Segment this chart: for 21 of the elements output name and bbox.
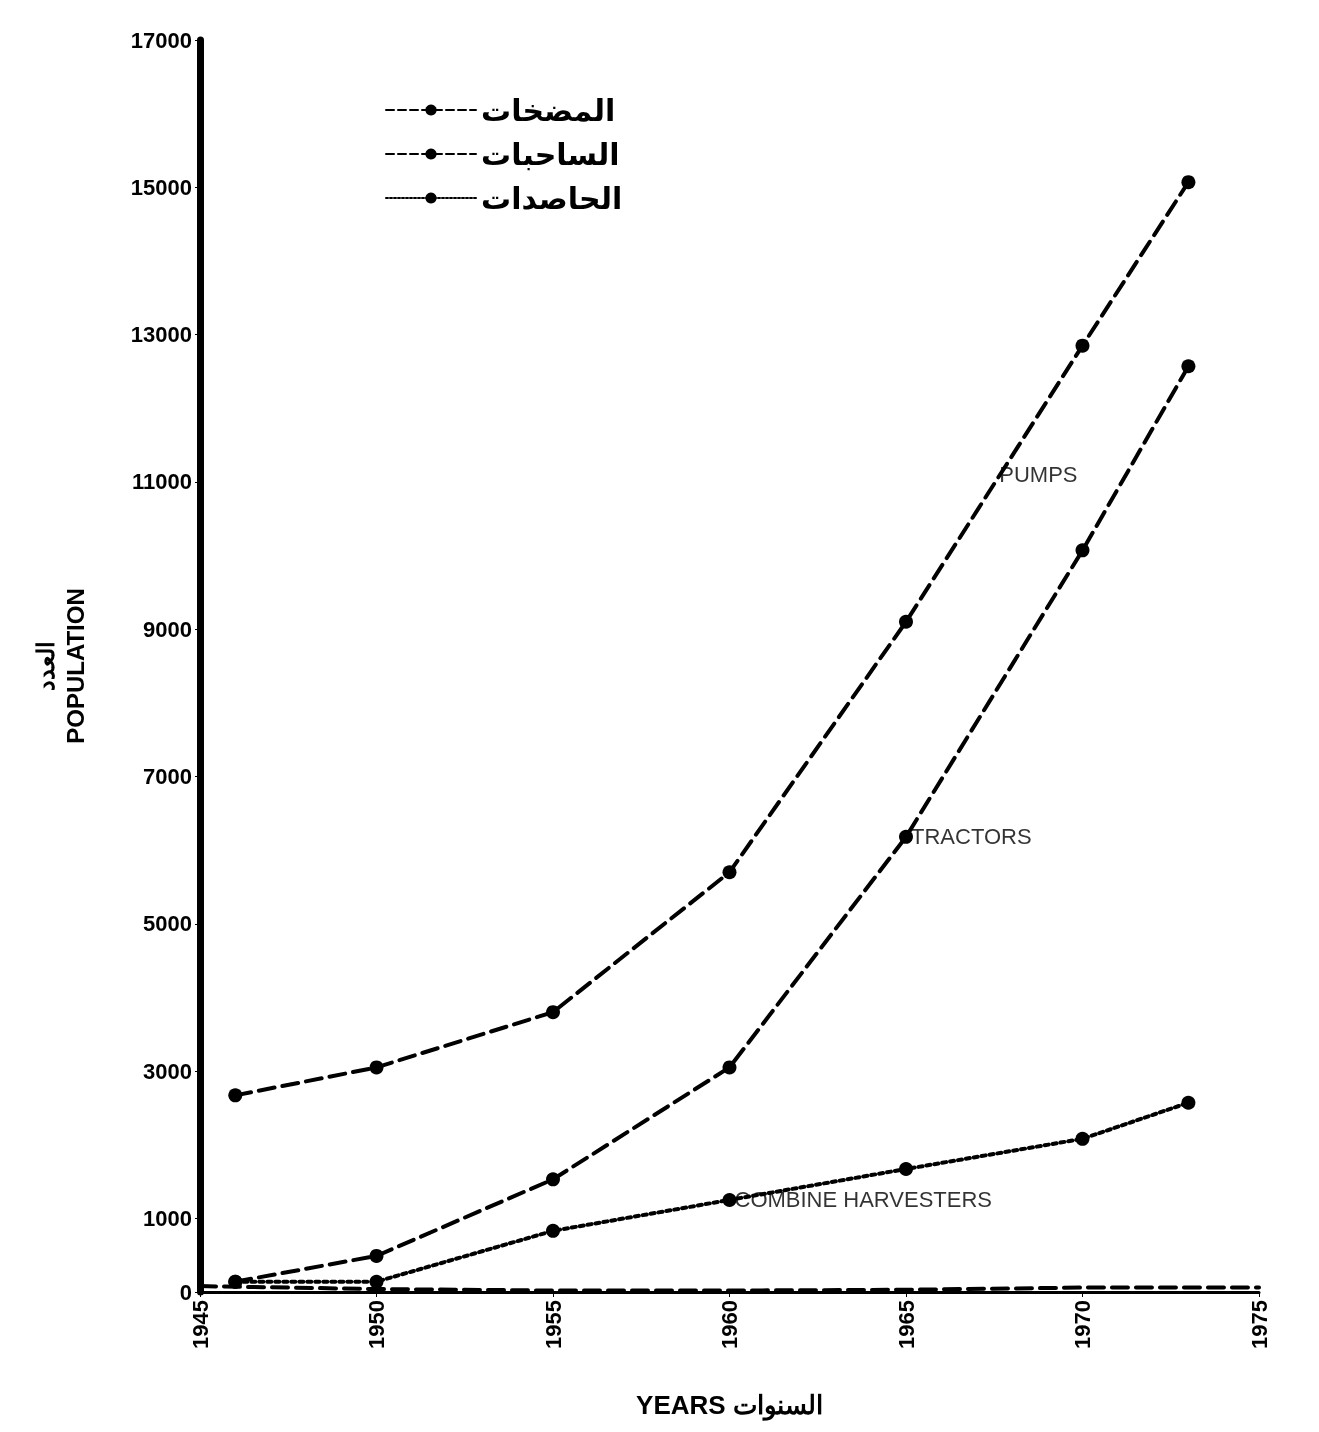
x-tick-label: 1965 xyxy=(893,1300,919,1349)
y-tick-label: 1000 xyxy=(143,1205,192,1231)
x-axis-title: YEARS السنوات xyxy=(636,1390,823,1421)
x-tick-label: 1975 xyxy=(1246,1300,1272,1349)
legend-label: المضخات xyxy=(481,92,616,128)
x-tick-label: 1960 xyxy=(717,1300,742,1349)
annotation: PUMPS xyxy=(999,462,1078,488)
y-tick-label: 5000 xyxy=(143,911,192,937)
legend-label: الساحبات xyxy=(481,136,620,172)
annotation: TRACTORS xyxy=(911,824,1032,850)
x-tick-label: 1950 xyxy=(364,1300,389,1349)
y-tick-label: 17000 xyxy=(130,27,192,53)
y-tick-label: 13000 xyxy=(130,322,192,348)
y-tick-label: 11000 xyxy=(132,469,192,495)
legend-label: الحاصدات xyxy=(481,180,623,216)
x-tick-label: 1970 xyxy=(1070,1300,1095,1349)
y-tick-label: 7000 xyxy=(143,763,192,789)
y-tick-label: 3000 xyxy=(143,1058,192,1084)
y-tick-label: 15000 xyxy=(130,174,192,200)
y-tick-label: 9000 xyxy=(143,616,192,642)
x-tick-label: 1955 xyxy=(540,1300,566,1349)
